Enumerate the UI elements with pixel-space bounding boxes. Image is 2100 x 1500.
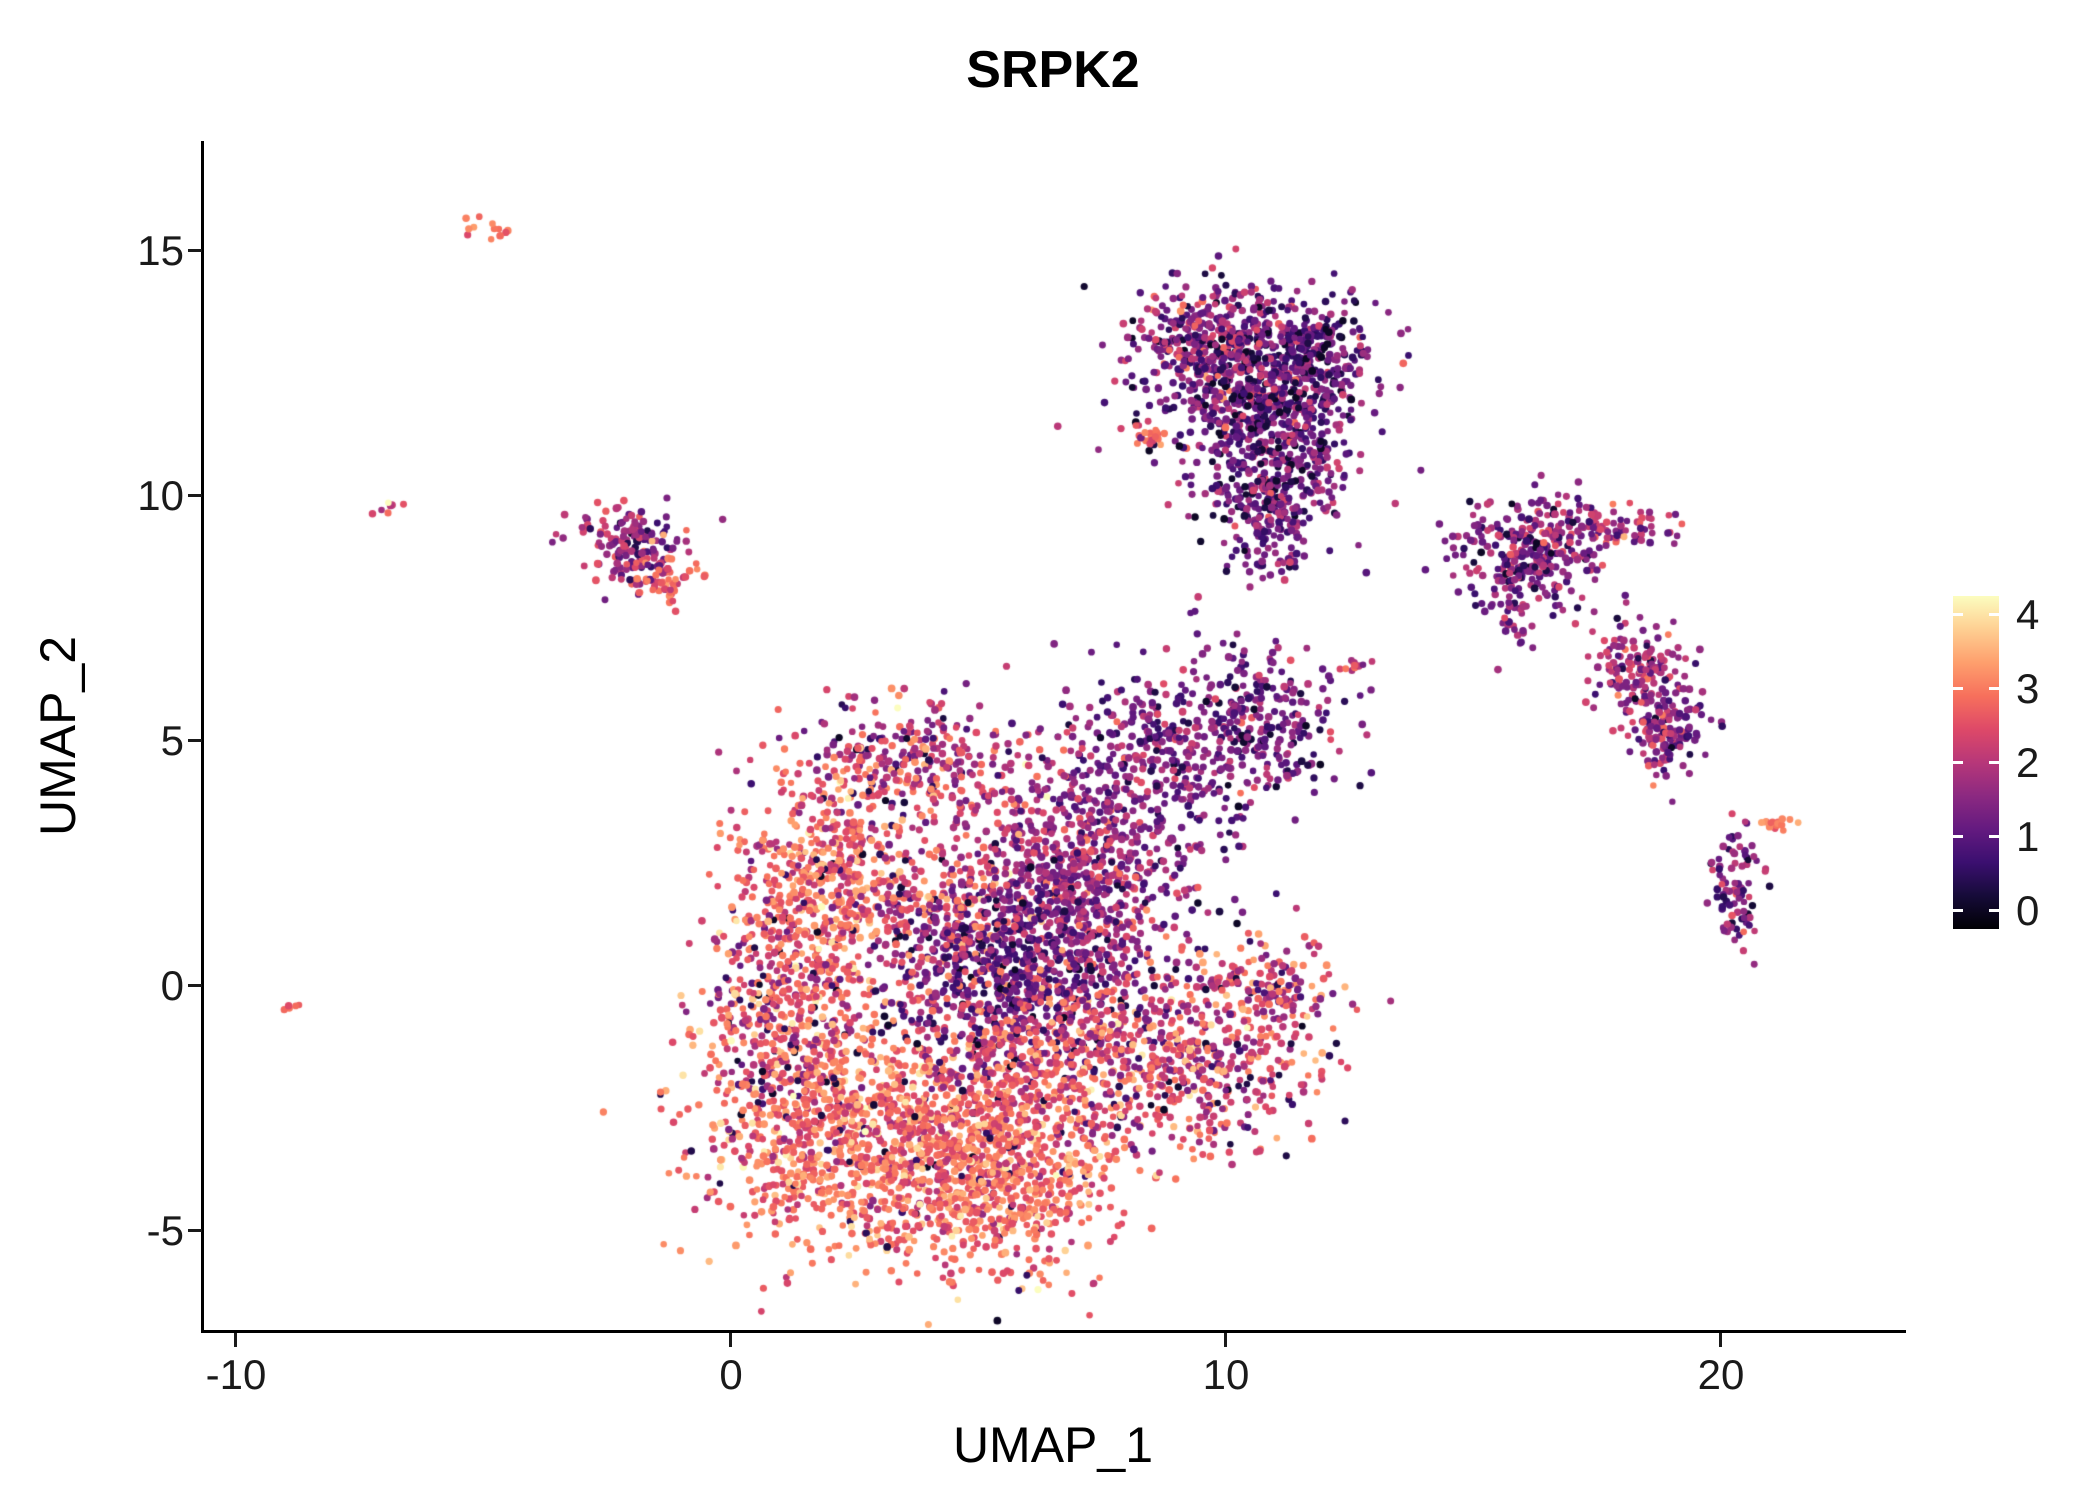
- y-tick-label: -5: [146, 1207, 184, 1254]
- x-tick-label: 20: [1697, 1351, 1745, 1398]
- y-tick-label: 10: [137, 472, 184, 519]
- y-tick-label: 15: [137, 227, 184, 274]
- x-axis-title: UMAP_1: [952, 1417, 1154, 1473]
- colorbar-tick: [1989, 687, 1999, 690]
- colorbar-tick: [1989, 835, 1999, 838]
- y-axis-tick: [188, 984, 202, 987]
- colorbar-tick-label: 0: [2016, 886, 2040, 934]
- colorbar-tick: [1989, 613, 1999, 616]
- y-axis-tick: [188, 739, 202, 742]
- y-tick-label: 0: [160, 962, 184, 1009]
- y-axis-tick: [188, 494, 202, 497]
- colorbar-tick-label: 4: [2016, 590, 2040, 638]
- x-axis-tick: [1224, 1333, 1227, 1347]
- x-tick-label: 10: [1202, 1351, 1250, 1398]
- x-tick-label: 0: [719, 1351, 743, 1398]
- y-axis-tick: [188, 1229, 202, 1232]
- colorbar-tick: [1953, 909, 1963, 912]
- x-axis-tick: [729, 1333, 732, 1347]
- colorbar-tick: [1989, 909, 1999, 912]
- colorbar-tick: [1953, 835, 1963, 838]
- plot-title: SRPK2: [966, 41, 1140, 99]
- colorbar-tick-label: 3: [2016, 664, 2040, 712]
- x-axis-tick: [234, 1333, 237, 1347]
- colorbar-tick: [1953, 761, 1963, 764]
- y-axis-title: UMAP_2: [30, 635, 86, 837]
- colorbar-tick-label: 2: [2016, 738, 2040, 786]
- colorbar-tick: [1953, 613, 1963, 616]
- x-axis-line: [201, 1330, 1906, 1333]
- y-axis-line: [201, 141, 204, 1333]
- colorbar-tick-label: 1: [2016, 812, 2040, 860]
- x-axis-tick: [1719, 1333, 1722, 1347]
- colorbar-tick: [1989, 761, 1999, 764]
- y-axis-tick: [188, 249, 202, 252]
- colorbar-tick: [1953, 687, 1963, 690]
- x-tick-label: -10: [205, 1351, 267, 1398]
- y-tick-label: 5: [160, 717, 184, 764]
